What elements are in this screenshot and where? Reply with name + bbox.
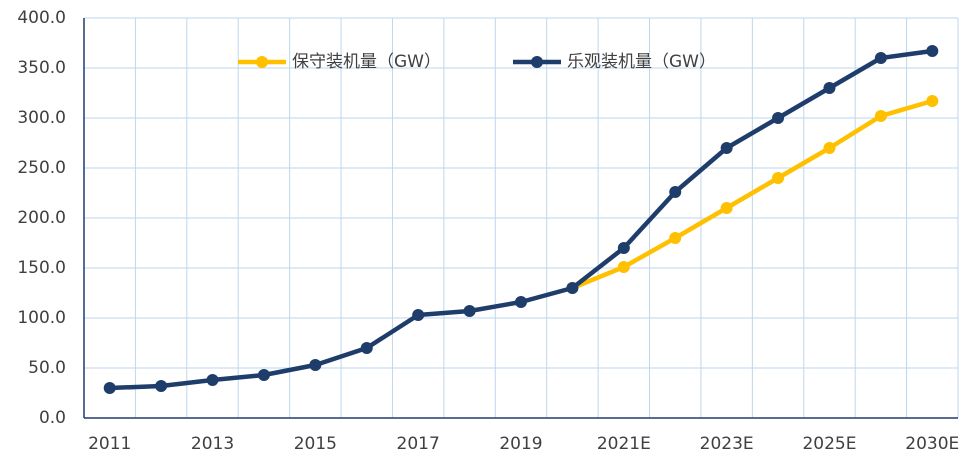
series-point (360, 342, 373, 354)
x-tick-label: 2019 (499, 434, 542, 454)
series-point (823, 82, 836, 94)
series-point (463, 305, 476, 317)
x-tick-label: 2013 (191, 434, 234, 454)
legend-label: 保守装机量（GW） (292, 52, 441, 72)
y-tick-label: 350.0 (17, 58, 66, 78)
series-point (669, 232, 682, 244)
series-point (772, 112, 785, 124)
series-point (412, 309, 425, 321)
series-point (926, 95, 939, 107)
series-point (720, 202, 733, 214)
series-point (720, 142, 733, 154)
x-tick-label: 2023E (700, 434, 754, 454)
series-point (566, 282, 579, 294)
series-point (669, 186, 682, 198)
y-tick-label: 400.0 (17, 8, 66, 28)
legend-label: 乐观装机量（GW） (567, 52, 716, 72)
y-tick-label: 50.0 (28, 358, 66, 378)
series-line (571, 98, 933, 291)
series-point (257, 369, 270, 381)
x-tick-label: 2025E (802, 434, 856, 454)
x-tick-label: 2015 (294, 434, 337, 454)
y-tick-label: 150.0 (17, 258, 66, 278)
y-tick-label: 300.0 (17, 108, 66, 128)
series-line (109, 48, 933, 391)
series-point (617, 261, 630, 273)
y-tick-label: 100.0 (17, 308, 66, 328)
x-tick-label: 2030E (905, 434, 959, 454)
series-point (772, 172, 785, 184)
x-tick-label: 2021E (597, 434, 651, 454)
y-tick-label: 200.0 (17, 208, 66, 228)
x-tick-label: 2017 (397, 434, 440, 454)
series-point (874, 110, 887, 122)
series-point (874, 52, 887, 64)
legend-marker (256, 56, 268, 68)
series-point (206, 374, 219, 386)
series-point (309, 359, 322, 371)
series-point (515, 296, 527, 308)
series-point (103, 382, 116, 394)
series-point (155, 380, 168, 392)
y-tick-label: 250.0 (17, 158, 66, 178)
x-tick-label: 2011 (88, 434, 131, 454)
series-point (926, 45, 939, 57)
series-point (617, 242, 630, 254)
legend-marker (531, 56, 543, 68)
y-tick-label: 0.0 (39, 408, 66, 428)
series-point (823, 142, 836, 154)
